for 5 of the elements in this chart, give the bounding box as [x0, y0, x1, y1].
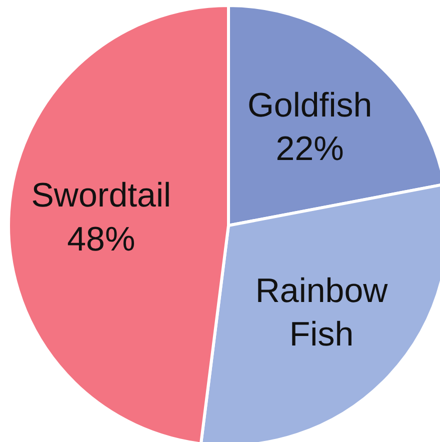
data-label: 22%: [276, 130, 344, 168]
slice-label: Rainbow Fish: [255, 272, 388, 354]
slice-label: Swordtail: [31, 176, 172, 215]
data-label: 48%: [67, 220, 136, 258]
slice-label: Goldfish: [247, 86, 372, 124]
